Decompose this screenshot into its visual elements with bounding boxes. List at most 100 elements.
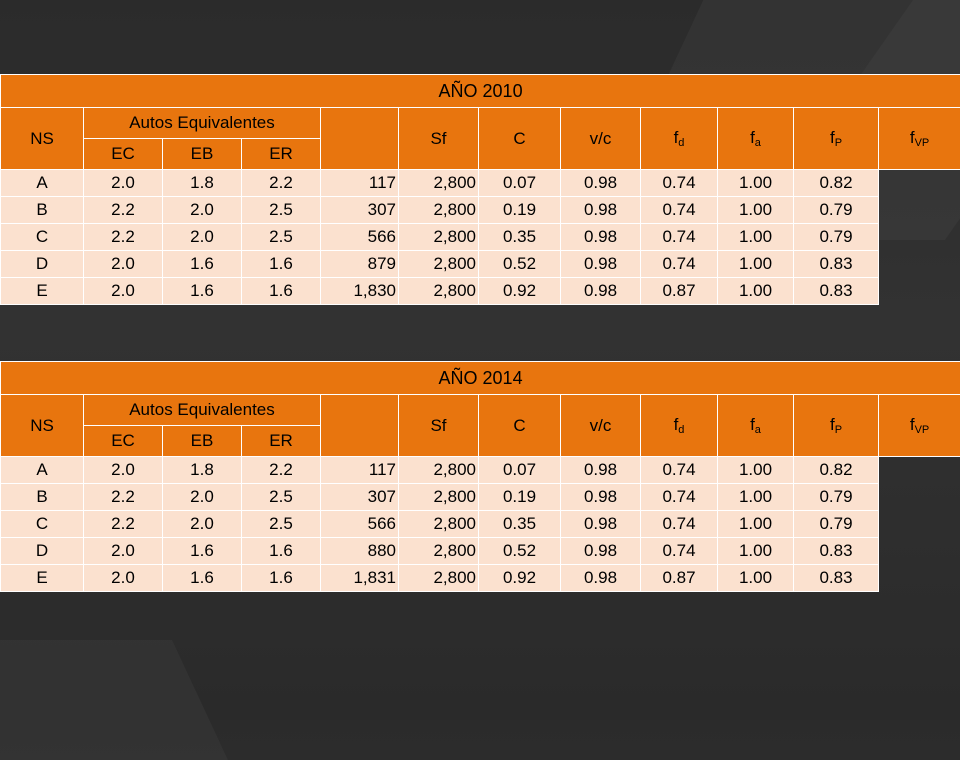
cell-fvp: 0.83 <box>794 251 879 278</box>
cell-er: 1.6 <box>242 251 321 278</box>
cell-fd: 0.98 <box>561 565 641 592</box>
cell-ns: B <box>1 197 84 224</box>
cell-fvp: 0.83 <box>794 278 879 305</box>
cell-c: 2,800 <box>399 538 479 565</box>
cell-fa: 0.74 <box>641 538 718 565</box>
cell-eb: 1.6 <box>163 278 242 305</box>
cell-fd: 0.98 <box>561 251 641 278</box>
header-fp: fP <box>794 395 879 457</box>
cell-c: 2,800 <box>399 457 479 484</box>
cell-ec: 2.2 <box>84 197 163 224</box>
cell-ns: C <box>1 224 84 251</box>
cell-fvp: 0.83 <box>794 538 879 565</box>
cell-eb: 1.6 <box>163 565 242 592</box>
cell-fa: 0.74 <box>641 251 718 278</box>
cell-fa: 0.74 <box>641 224 718 251</box>
cell-fa: 0.74 <box>641 484 718 511</box>
cell-ns: D <box>1 251 84 278</box>
header-er: ER <box>242 426 321 457</box>
header-fd: fd <box>641 395 718 457</box>
header-vc: v/c <box>561 108 641 170</box>
table-title: AÑO 2014 <box>1 362 960 395</box>
cell-sf: 566 <box>321 224 399 251</box>
cell-vc: 0.92 <box>479 278 561 305</box>
table-2010: AÑO 2010 NS Autos Equivalentes Sf C v/c … <box>0 74 960 305</box>
cell-c: 2,800 <box>399 197 479 224</box>
cell-sf: 879 <box>321 251 399 278</box>
cell-eb: 1.6 <box>163 251 242 278</box>
cell-er: 1.6 <box>242 278 321 305</box>
cell-eb: 1.8 <box>163 170 242 197</box>
cell-fd: 0.98 <box>561 457 641 484</box>
header-eb: EB <box>163 139 242 170</box>
cell-er: 2.5 <box>242 224 321 251</box>
cell-fd: 0.98 <box>561 278 641 305</box>
cell-sf: 880 <box>321 538 399 565</box>
header-fa: fa <box>718 108 794 170</box>
cell-fp: 1.00 <box>718 457 794 484</box>
cell-ns: C <box>1 511 84 538</box>
cell-fvp: 0.79 <box>794 224 879 251</box>
cell-ns: E <box>1 278 84 305</box>
cell-ec: 2.2 <box>84 484 163 511</box>
cell-fd: 0.98 <box>561 170 641 197</box>
background-shape <box>0 640 228 760</box>
spacer-column <box>321 395 399 457</box>
header-fd: fd <box>641 108 718 170</box>
cell-er: 1.6 <box>242 538 321 565</box>
cell-eb: 2.0 <box>163 484 242 511</box>
cell-vc: 0.35 <box>479 224 561 251</box>
header-fa: fa <box>718 395 794 457</box>
cell-fp: 1.00 <box>718 538 794 565</box>
header-vc: v/c <box>561 395 641 457</box>
cell-fp: 1.00 <box>718 197 794 224</box>
cell-eb: 2.0 <box>163 224 242 251</box>
cell-ec: 2.0 <box>84 538 163 565</box>
cell-er: 2.5 <box>242 484 321 511</box>
table-2014: AÑO 2014 NS Autos Equivalentes Sf C v/c … <box>0 361 960 592</box>
header-autos-equivalentes: Autos Equivalentes <box>84 108 321 139</box>
spacer-column <box>321 108 399 170</box>
cell-c: 2,800 <box>399 278 479 305</box>
cell-ns: E <box>1 565 84 592</box>
cell-ns: A <box>1 457 84 484</box>
cell-sf: 1,831 <box>321 565 399 592</box>
cell-c: 2,800 <box>399 565 479 592</box>
header-c: C <box>479 108 561 170</box>
cell-vc: 0.07 <box>479 457 561 484</box>
cell-er: 2.5 <box>242 197 321 224</box>
cell-vc: 0.19 <box>479 484 561 511</box>
cell-fvp: 0.83 <box>794 565 879 592</box>
cell-sf: 566 <box>321 511 399 538</box>
cell-vc: 0.92 <box>479 565 561 592</box>
cell-ec: 2.0 <box>84 565 163 592</box>
cell-fp: 1.00 <box>718 224 794 251</box>
header-ec: EC <box>84 139 163 170</box>
header-eb: EB <box>163 426 242 457</box>
cell-ec: 2.0 <box>84 170 163 197</box>
cell-eb: 2.0 <box>163 197 242 224</box>
cell-sf: 307 <box>321 197 399 224</box>
cell-sf: 1,830 <box>321 278 399 305</box>
cell-eb: 1.6 <box>163 538 242 565</box>
cell-ns: A <box>1 170 84 197</box>
cell-c: 2,800 <box>399 251 479 278</box>
header-c: C <box>479 395 561 457</box>
cell-sf: 307 <box>321 484 399 511</box>
cell-ec: 2.2 <box>84 224 163 251</box>
cell-fp: 1.00 <box>718 511 794 538</box>
cell-fa: 0.74 <box>641 197 718 224</box>
cell-ec: 2.0 <box>84 251 163 278</box>
cell-fa: 0.74 <box>641 511 718 538</box>
cell-c: 2,800 <box>399 484 479 511</box>
